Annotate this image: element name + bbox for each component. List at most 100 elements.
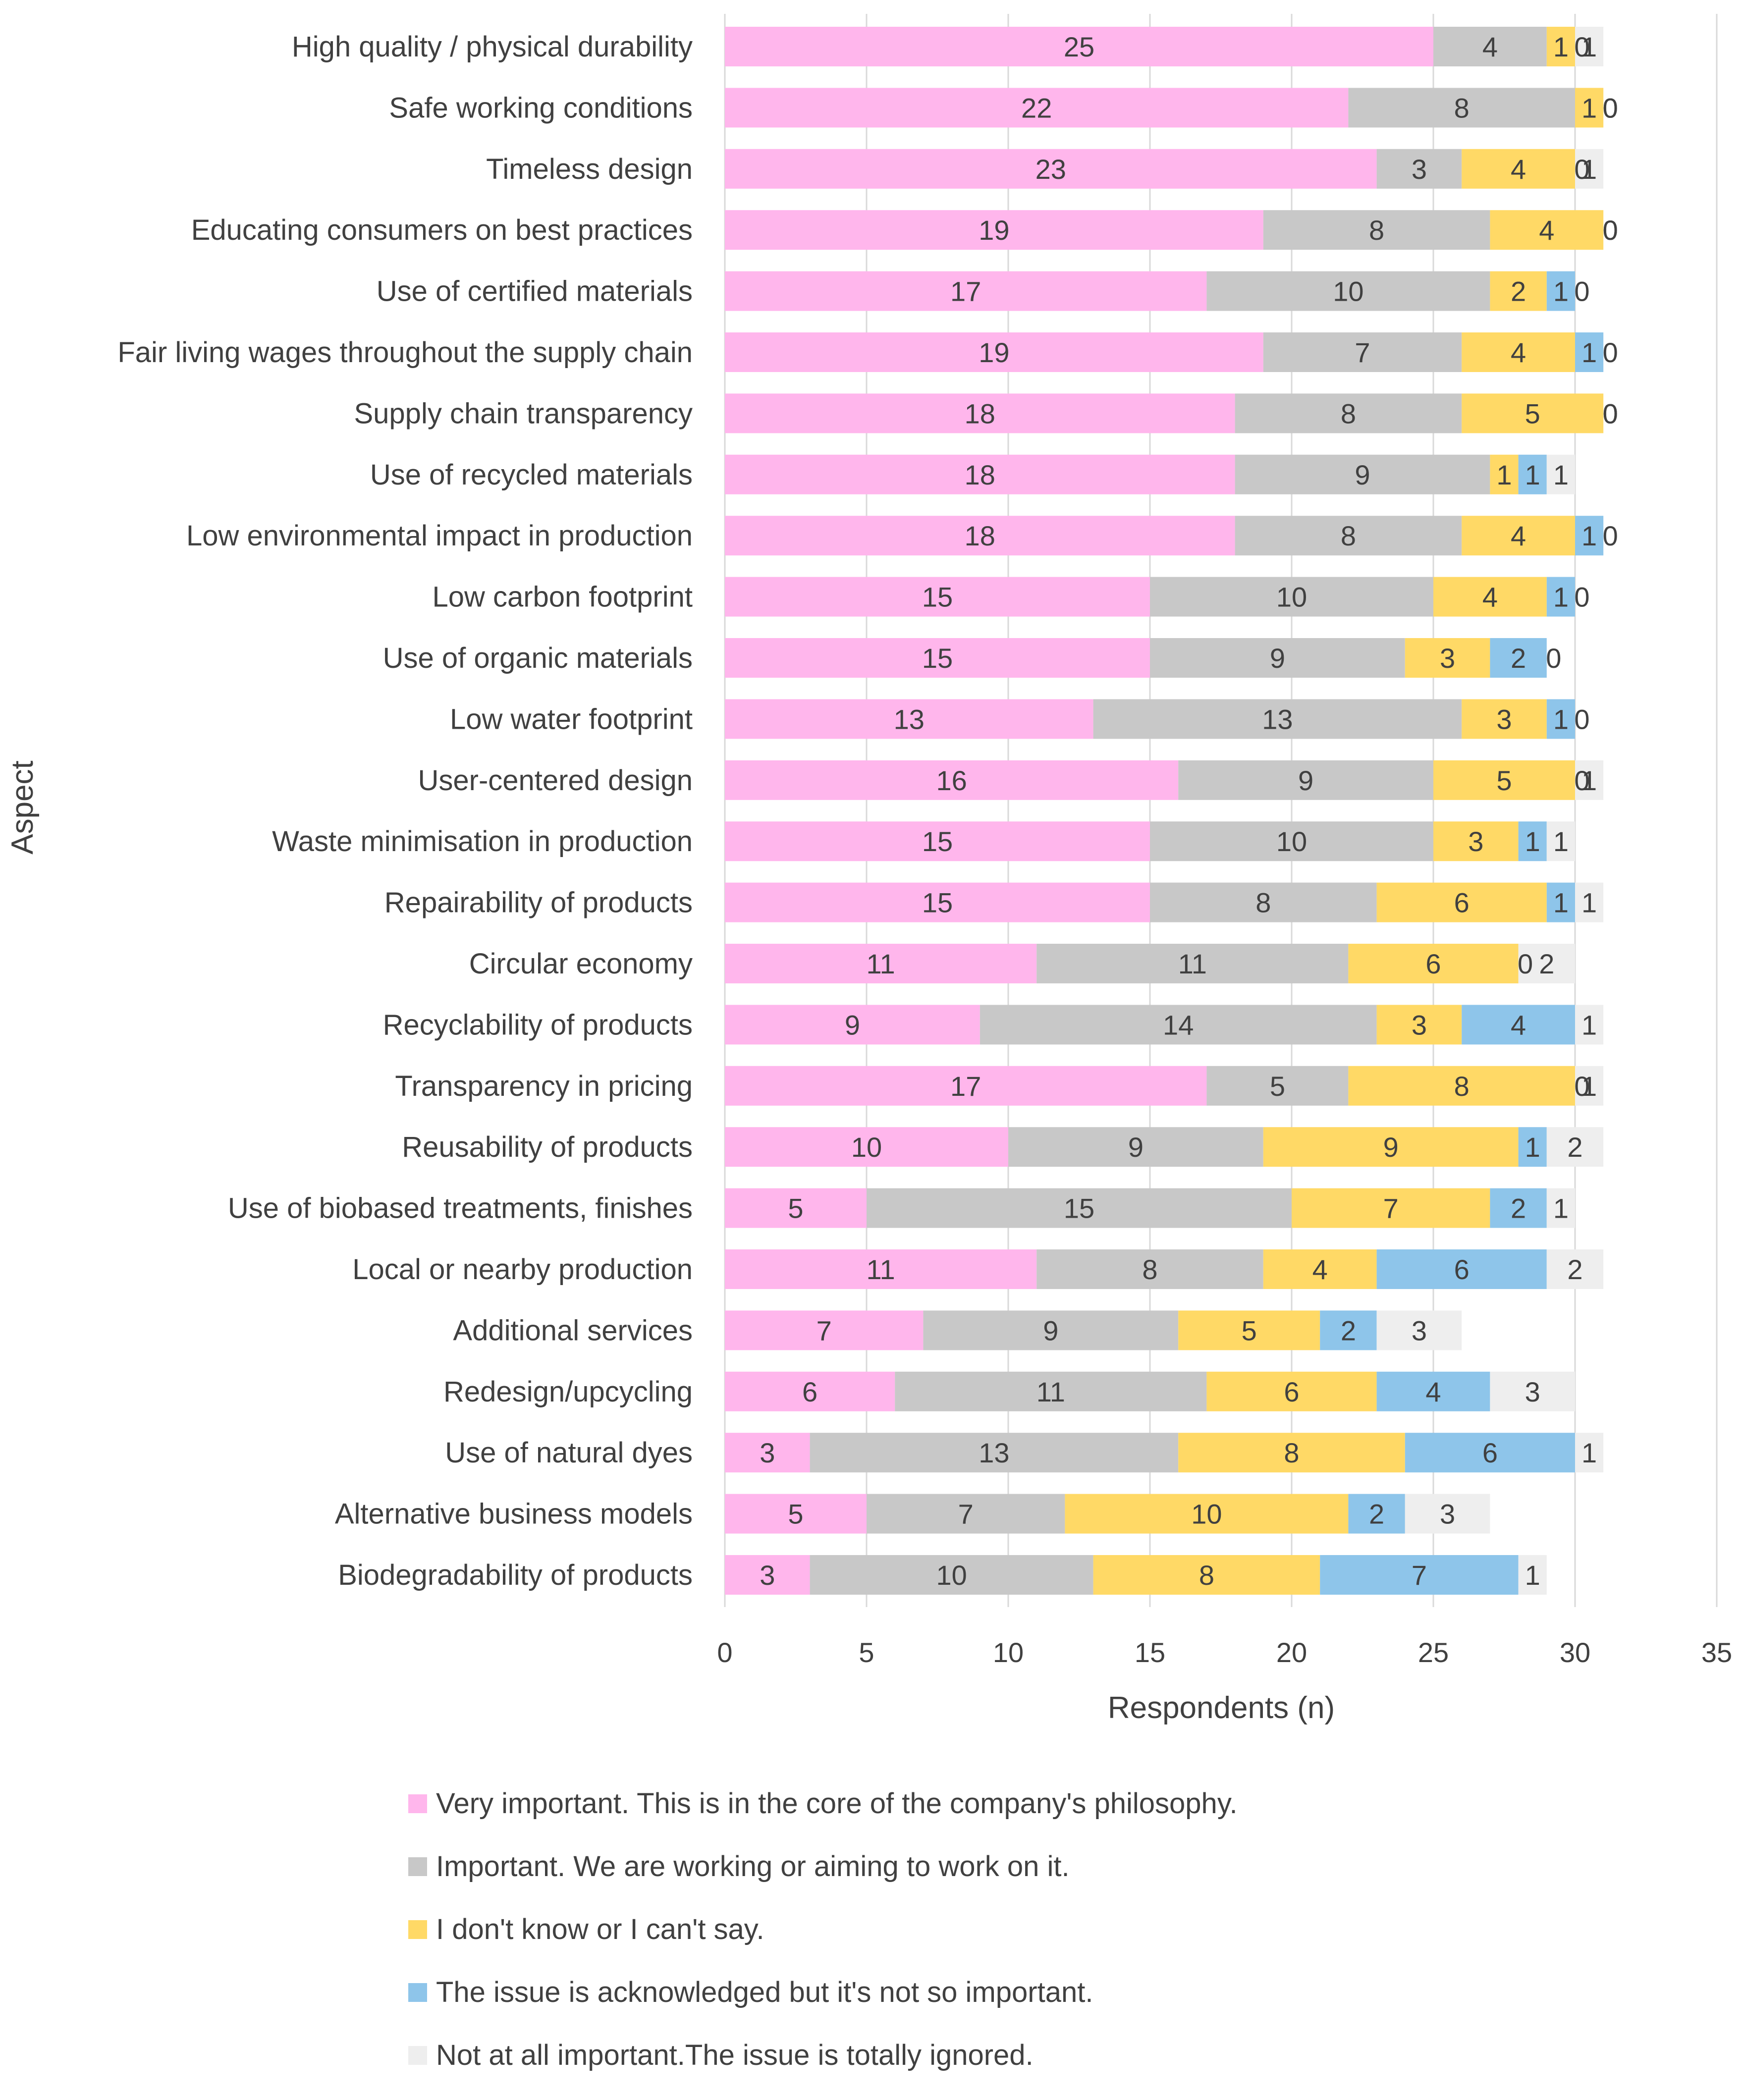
bar-segment (725, 638, 1150, 678)
category-label: High quality / physical durability (292, 31, 693, 63)
x-tick-label: 20 (1276, 1637, 1307, 1668)
bar-value-label: 8 (1454, 1071, 1470, 1102)
bar-value-label: 5 (1242, 1315, 1257, 1346)
bar-segment (725, 210, 1263, 250)
bar-value-label: 10 (1333, 276, 1363, 307)
bar-segment (725, 882, 1150, 922)
legend-swatch (408, 1794, 427, 1813)
bar-value-label: 0 (1546, 643, 1561, 674)
bar-value-label: 3 (1468, 826, 1483, 857)
bar-segment (810, 1433, 1179, 1473)
bar-segment (1575, 882, 1604, 922)
bar-value-label: 1 (1581, 887, 1597, 918)
legend: Very important. This is in the core of t… (408, 1787, 1238, 2071)
bar-value-label: 18 (965, 459, 995, 490)
bar-segment (1320, 1310, 1377, 1350)
bar-value-label: 8 (1142, 1254, 1157, 1285)
bar-segment (1093, 699, 1462, 739)
bar-value-label: 1 (1581, 154, 1597, 185)
bar-value-label: 1 (1581, 1437, 1597, 1468)
bar-segment (725, 1127, 1008, 1167)
bar-segment (1575, 1005, 1604, 1045)
bar-value-label: 0 (1574, 31, 1589, 62)
bar-segment (1376, 1310, 1462, 1350)
bar-segment (725, 454, 1235, 494)
bar-segment (1462, 332, 1575, 372)
bar-value-label: 5 (1525, 398, 1540, 429)
bar-segment (1546, 454, 1575, 494)
bar-value-label: 1 (1581, 765, 1597, 796)
bar-value-label: 4 (1511, 520, 1526, 551)
category-label: Educating consumers on best practices (191, 214, 693, 246)
category-label: Use of biobased treatments, finishes (228, 1192, 693, 1225)
bar-segment (1178, 1310, 1320, 1350)
category-label: Supply chain transparency (354, 397, 693, 430)
legend-label: The issue is acknowledged but it's not s… (436, 1976, 1093, 2008)
bar-segment (1150, 821, 1433, 862)
bar-segment (1518, 944, 1575, 983)
bar-value-label: 2 (1567, 1254, 1582, 1285)
category-label: Low water footprint (450, 703, 693, 735)
bar-value-label: 18 (965, 398, 995, 429)
bar-segment (1575, 516, 1604, 556)
bar-value-label: 8 (1341, 520, 1356, 551)
bar-segment (1546, 577, 1575, 617)
bar-segment (1206, 1371, 1377, 1411)
bar-value-label: 9 (1043, 1315, 1058, 1346)
bar-segment (1263, 1249, 1377, 1289)
bar-segment (1546, 271, 1575, 311)
bar-value-label: 1 (1553, 582, 1569, 613)
bar-segment (725, 1310, 924, 1350)
bar-value-label: 0 (1603, 520, 1618, 551)
bar-segment (1348, 1066, 1575, 1106)
category-label: Transparency in pricing (395, 1070, 693, 1102)
category-label: Additional services (453, 1314, 693, 1346)
bar-value-label: 11 (867, 1254, 895, 1285)
category-label: Fair living wages throughout the supply … (117, 336, 693, 369)
bar-value-label: 2 (1539, 948, 1554, 979)
bar-segment (1036, 944, 1349, 983)
category-label: Use of natural dyes (445, 1437, 693, 1469)
bar-value-label: 13 (979, 1437, 1009, 1468)
bars (725, 27, 1604, 1595)
bar-segment (725, 1371, 895, 1411)
bar-value-label: 9 (845, 1009, 860, 1040)
bar-segment (1490, 1371, 1575, 1411)
bar-segment (1490, 1188, 1547, 1228)
bar-segment (1405, 1433, 1575, 1473)
bar-segment (1206, 271, 1490, 311)
category-label: Circular economy (469, 948, 693, 980)
bar-value-label: 3 (760, 1437, 775, 1468)
bar-segment (1376, 1249, 1547, 1289)
bar-segment (725, 332, 1263, 372)
bar-value-label: 15 (922, 826, 953, 857)
bar-segment (1405, 1494, 1490, 1534)
legend-label: Very important. This is in the core of t… (436, 1787, 1238, 1820)
bar-value-label: 1 (1553, 1193, 1569, 1224)
bar-value-label: 1 (1525, 1131, 1540, 1163)
bar-value-label: 1 (1525, 826, 1540, 857)
bar-value-label: 2 (1567, 1131, 1582, 1163)
bar-value-label: 5 (1496, 765, 1512, 796)
bar-segment (1206, 1066, 1349, 1106)
category-label: Biodegradability of products (338, 1559, 693, 1591)
category-label: Waste minimisation in production (272, 825, 693, 858)
bar-segment (1235, 516, 1462, 556)
category-label: Redesign/upcycling (443, 1376, 693, 1408)
bar-value-label: 22 (1021, 92, 1052, 123)
bar-value-label: 1 (1553, 276, 1569, 307)
bar-value-label: 9 (1270, 643, 1285, 674)
bar-value-label: 4 (1511, 154, 1526, 185)
bar-segment (1150, 638, 1405, 678)
bar-segment (725, 1188, 867, 1228)
bar-value-label: 0 (1574, 276, 1589, 307)
bar-value-label: 2 (1511, 276, 1526, 307)
bar-value-label: 6 (802, 1376, 817, 1407)
bar-value-label: 1 (1581, 1009, 1597, 1040)
x-axis-ticks: 0 5 10 15 20 25 30 35 (717, 1637, 1732, 1668)
bar-value-label: 8 (1341, 398, 1356, 429)
bar-segment (1433, 821, 1519, 862)
bar-segment (1462, 516, 1575, 556)
bar-value-label: 10 (851, 1131, 882, 1163)
bar-segment (1376, 1005, 1462, 1045)
